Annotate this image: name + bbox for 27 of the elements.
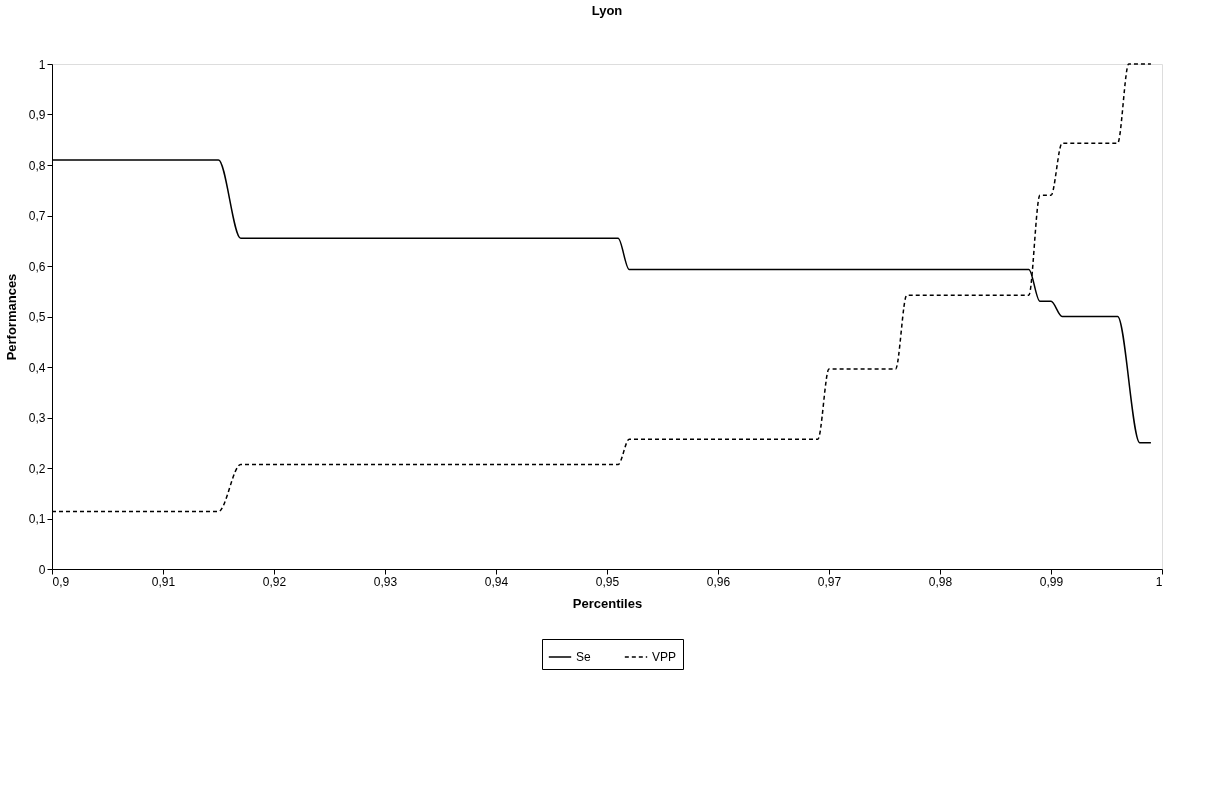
y-tick-label: 1 <box>38 57 46 72</box>
x-tick-label: 0,95 <box>595 574 620 589</box>
x-tick-label: 0,93 <box>373 574 398 589</box>
x-tick-label: 0,9 <box>52 574 70 589</box>
y-tick-label: 0,7 <box>28 209 46 223</box>
x-tick-label: 0,92 <box>262 574 287 589</box>
y-tick-label: 0,5 <box>28 310 46 324</box>
y-tick-label: 0 <box>38 562 46 577</box>
legend-label: VPP <box>652 650 677 664</box>
y-tick-label: 0,9 <box>28 108 46 122</box>
x-tick-label: 0,91 <box>151 574 176 589</box>
x-tick-label: 0,99 <box>1039 574 1064 589</box>
y-tick-label: 0,8 <box>28 158 46 173</box>
x-tick-label: 0,97 <box>817 574 842 589</box>
x-tick-label: 0,96 <box>706 574 731 589</box>
y-tick-label: 0,3 <box>28 411 46 425</box>
y-tick-label: 0,2 <box>28 461 46 476</box>
y-tick-label: 0,1 <box>28 512 46 526</box>
x-tick-label: 0,98 <box>928 574 953 589</box>
legend-label: Se <box>576 650 591 664</box>
y-tick-label: 0,4 <box>28 360 46 375</box>
x-tick-label: 0,94 <box>484 574 509 589</box>
y-tick-label: 0,6 <box>28 259 46 274</box>
x-axis-title: Percentiles <box>572 595 643 611</box>
x-tick-label: 1 <box>1155 574 1163 589</box>
y-axis-title: Performances <box>3 273 19 361</box>
chart-title: Lyon <box>591 3 623 18</box>
